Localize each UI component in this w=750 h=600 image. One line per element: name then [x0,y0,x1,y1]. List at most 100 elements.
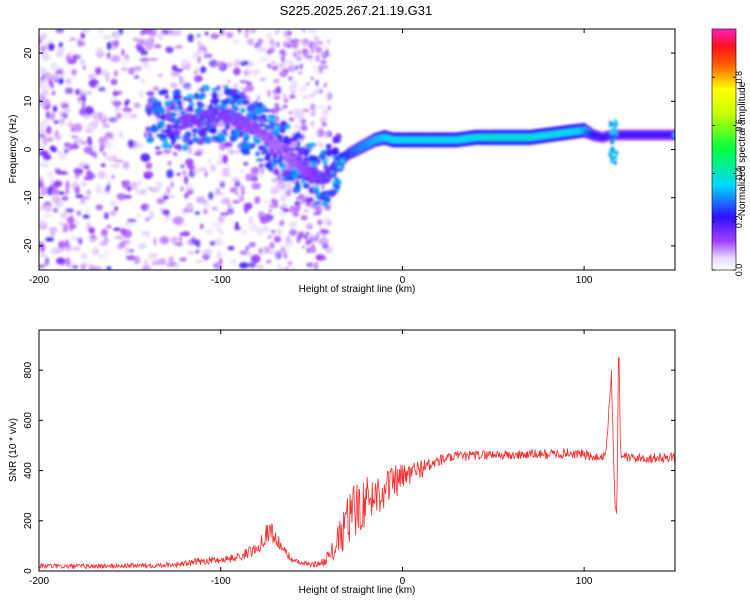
spectrogram-noise-blob [318,238,324,245]
spectrogram-noise-blob [271,230,276,234]
spectrogram-noise-blob [142,61,150,69]
spectrogram-noise-blob [280,206,283,211]
spectrogram-noise-blob [43,253,47,258]
spectrogram-noise-blob [80,198,85,203]
spectrogram-ridge-spread [158,89,166,96]
spectrogram-noise-blob [274,198,278,208]
spectrogram-noise-blob [306,82,310,86]
spectrogram-noise-blob [102,123,110,129]
spectrogram-ridge-spread [200,87,205,93]
spectrogram-spike [613,127,616,132]
spectrogram-noise-blob [289,143,293,148]
spectrogram-noise-blob [82,96,86,102]
spectrogram-noise-blob [235,150,240,154]
spectrogram-ridge-spread [309,178,315,185]
spectrogram-noise-blob [109,155,114,163]
colorbar-tick-label: 0.0 [734,264,744,277]
spectrogram-noise-blob [80,59,85,65]
spectrogram-ridge-point [341,160,344,163]
spectrogram-noise-blob [172,152,178,156]
spectrogram-ridge-spread [160,113,166,122]
spectrogram-noise-blob [288,166,292,171]
spectrogram-noise-blob [109,199,117,208]
spectrogram-noise-blob [285,259,289,265]
spectrogram-noise-blob [199,66,207,74]
spectrogram-ridge-spread [255,158,265,162]
spectrogram-ridge-spread [146,91,155,96]
spectrogram-ridge-spread [164,94,170,99]
spectrogram-noise-blob [122,107,133,113]
spectrogram-noise-blob [163,149,172,154]
spectrogram-ridge-spread [148,132,152,138]
spectrogram-ridge-spread [291,173,299,180]
spectrogram-noise-blob [184,175,189,185]
spectrogram-noise-blob [196,50,202,55]
spectrogram-noise-blob [319,254,325,260]
spectrogram-noise-blob [39,66,47,76]
spectrogram-spike [613,160,617,165]
spectrogram-noise-blob [256,94,261,102]
spectrogram-noise-blob [325,48,329,57]
spectrogram-noise-blob [152,260,163,265]
spectrogram-noise-blob [319,206,325,210]
spectrogram-noise-blob [314,69,321,74]
spectrogram-noise-blob [187,33,194,43]
spectrogram-ridge-spread [336,179,342,186]
colorbar-tick-label: 0.4 [734,167,744,180]
spectrogram-noise-blob [232,200,240,204]
spectrogram-noise-blob [108,117,118,123]
spectrogram-noise-blob [314,38,320,46]
spectrogram-noise-blob [79,108,86,116]
spectrogram-ridge-spread [246,141,251,147]
spectrogram-noise-blob [132,181,138,188]
spectrogram-noise-blob [95,204,104,211]
spectrogram-noise-blob [102,35,113,40]
spectrogram-noise-blob [155,150,163,156]
spectrogram-noise-blob [49,178,55,185]
spectrogram-noise-blob [203,200,208,204]
spectrogram-ridge-spread [272,121,276,128]
spectrogram-noise-blob [157,32,164,41]
spectrogram-noise-blob [199,196,204,204]
spectrogram-noise-blob [174,242,184,247]
spectrogram-ridge-spread [303,152,308,157]
spectrogram-noise-blob [310,204,316,209]
spectrogram-noise-blob [51,195,61,204]
spectrogram-noise-blob [114,206,119,211]
spectrogram-noise-blob [322,243,329,250]
spectrogram-ridge-spread [156,115,163,119]
spectrogram-noise-blob [55,70,63,74]
spectrogram-noise-blob [82,29,88,32]
spectrogram-ridge-spread [169,145,173,149]
colorbar-label: Normalized spectral amplitude [737,81,748,216]
spectrogram-noise-blob [53,120,59,124]
spectrogram-noise-blob [153,237,157,246]
spectrogram-noise-blob [71,68,77,76]
spectrogram-noise-blob [65,239,70,249]
spectrogram-noise-blob [315,79,319,87]
spectrogram-ridge-spread [303,156,309,162]
spectrogram-noise-blob [248,224,259,232]
spectrogram-ridge-spread [161,142,170,149]
spectrogram-noise-blob [281,55,285,63]
spectrogram-noise-blob [306,247,310,254]
spectrogram-noise-blob [322,108,329,117]
spectrogram-ridge-spread [325,148,334,157]
spectrogram-noise-blob [267,63,272,69]
spectrogram-ridge-spread [261,152,265,155]
spectrogram-noise-blob [194,211,201,215]
spectrogram-ridge-spread [316,190,321,198]
spectrogram-ridge-spread [272,152,278,159]
spectrogram-ridge-spread [273,127,277,135]
spectrogram-noise-blob [219,217,225,224]
spectrogram-noise-blob [121,67,128,72]
spectrogram-noise-blob [167,160,172,166]
spectrogram-noise-blob [240,185,245,192]
spectrogram-noise-blob [199,223,204,229]
spectrogram-ridge-spread [297,148,305,156]
spectrogram-noise-blob [302,208,309,214]
spectrogram-ridge-spread [229,96,233,101]
spectrogram-noise-blob [133,140,138,149]
spectrogram-noise-blob [274,250,280,259]
